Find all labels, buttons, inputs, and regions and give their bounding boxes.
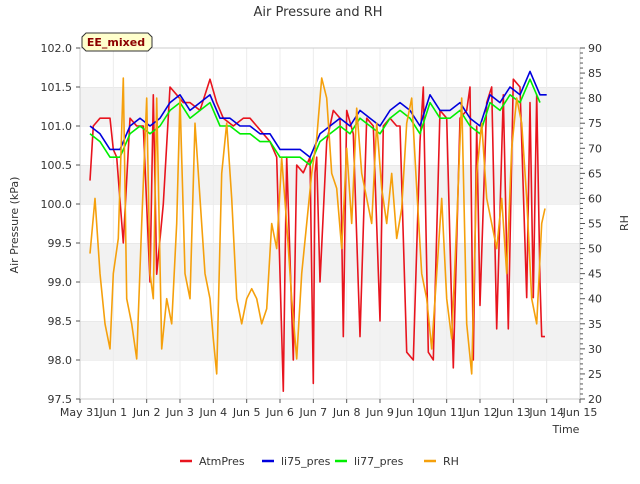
- y2-tick-label: 55: [588, 218, 602, 231]
- legend-item: li75_pres: [262, 455, 331, 468]
- y2-tick-label: 20: [588, 393, 602, 406]
- grid-band: [80, 321, 580, 360]
- x-tick-label: Jun 3: [165, 406, 194, 419]
- y-tick-label: 102.0: [41, 42, 73, 55]
- x-tick-label: Jun 4: [198, 406, 227, 419]
- x-tick-label: Jun 15: [562, 406, 598, 419]
- x-tick-label: Jun 8: [332, 406, 361, 419]
- y2-axis-label: RH: [618, 215, 631, 231]
- annotation-text: EE_mixed: [87, 36, 145, 49]
- x-tick-label: Jun 2: [132, 406, 161, 419]
- y2-tick-label: 75: [588, 117, 602, 130]
- y2-tick-label: 90: [588, 42, 602, 55]
- y-tick-label: 99.0: [48, 276, 73, 289]
- y2-tick-label: 85: [588, 67, 602, 80]
- legend-item: AtmPres: [180, 455, 245, 468]
- y2-tick-label: 70: [588, 142, 602, 155]
- x-tick-label: Jun 6: [265, 406, 294, 419]
- y2-tick-label: 25: [588, 368, 602, 381]
- chart-title: Air Pressure and RH: [253, 5, 382, 20]
- y-tick-label: 100.0: [41, 198, 73, 211]
- x-tick-label: Jun 5: [232, 406, 261, 419]
- x-tick-label: Jun 12: [462, 406, 498, 419]
- annotation-frame: [81, 32, 153, 52]
- x-tick-label: Jun 1: [98, 406, 127, 419]
- grid-band: [80, 87, 580, 126]
- annotation-box: EE_mixed: [81, 32, 153, 52]
- legend-label: li77_pres: [354, 455, 404, 468]
- x-tick-label: Jun 11: [428, 406, 464, 419]
- right-axis-ticks: 20 25 30 35 40 45 50 55 60 65 70 75 80 85 90: [580, 42, 602, 406]
- x-axis-label: Time: [552, 423, 580, 436]
- y-tick-label: 98.0: [48, 354, 73, 367]
- left-axis-ticks: 97.5 98.0 98.5 99.0 99.5 100.0 100.5 101.0 101.5…: [41, 42, 80, 406]
- x-tick-label: Jun 14: [528, 406, 564, 419]
- legend: AtmPres li75_pres li77_pres RH: [180, 455, 459, 468]
- y2-tick-label: 80: [588, 92, 602, 105]
- grid-band: [80, 282, 580, 321]
- legend-label: AtmPres: [199, 455, 245, 468]
- legend-label: RH: [443, 455, 459, 468]
- series-lines: [89, 70, 547, 393]
- series-line-li75-pres: [89, 70, 547, 158]
- y2-tick-label: 65: [588, 167, 602, 180]
- y2-tick-label: 40: [588, 293, 602, 306]
- x-axis-ticks: May 31 Jun 1 Jun 2 Jun 3 Jun 4 Jun 5 Jun 6 Jun …: [60, 399, 597, 419]
- y2-tick-label: 60: [588, 192, 602, 205]
- y-tick-label: 99.5: [48, 237, 73, 250]
- legend-item: li77_pres: [335, 455, 404, 468]
- legend-label: li75_pres: [281, 455, 331, 468]
- y-tick-label: 101.0: [41, 120, 73, 133]
- grid-band: [80, 360, 580, 399]
- x-tick-label: May 31: [60, 406, 100, 419]
- x-tick-label: Jun 7: [298, 406, 327, 419]
- y2-tick-label: 30: [588, 343, 602, 356]
- y-tick-label: 97.5: [48, 393, 73, 406]
- x-tick-label: Jun 10: [395, 406, 431, 419]
- grid-band: [80, 243, 580, 282]
- series-line-atmpres: [89, 78, 545, 393]
- y2-tick-label: 35: [588, 318, 602, 331]
- grid-band: [80, 48, 580, 87]
- y-tick-label: 98.5: [48, 315, 73, 328]
- y-tick-label: 101.5: [41, 81, 73, 94]
- legend-item: RH: [424, 455, 459, 468]
- x-tick-label: Jun 9: [365, 406, 394, 419]
- y-axis-label: Air Pressure (kPa): [8, 177, 21, 274]
- series-line-rh: [89, 77, 546, 375]
- x-tick-label: Jun 13: [495, 406, 531, 419]
- y2-tick-label: 45: [588, 268, 602, 281]
- y-tick-label: 100.5: [41, 159, 73, 172]
- y2-tick-label: 50: [588, 243, 602, 256]
